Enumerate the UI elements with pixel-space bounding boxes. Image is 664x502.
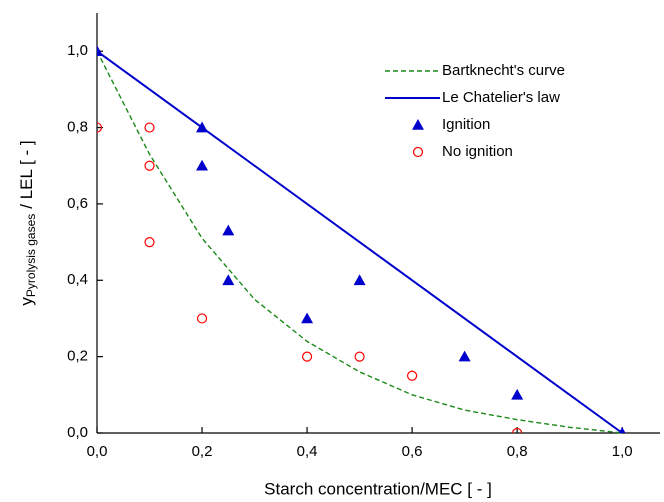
y-tick-label: 0,8: [67, 119, 88, 136]
ignition-marker: [511, 388, 524, 400]
legend-label: Bartknecht's curve: [442, 62, 565, 79]
x-tick-label: 0,6: [402, 443, 423, 460]
y-tick-label: 0,2: [67, 348, 88, 365]
y-tick-label: 0,4: [67, 271, 88, 288]
legend-swatch: [412, 146, 424, 158]
x-axis-label: Starch concentration/MEC [ - ]: [264, 479, 492, 498]
ignition-marker: [353, 274, 366, 286]
no-ignition-marker: [196, 313, 208, 324]
x-tick-label: 0,4: [297, 443, 318, 460]
no-ignition-marker: [407, 370, 418, 381]
y-label-suffix: / LEL [ - ]: [17, 140, 36, 208]
ignition-marker: [222, 224, 235, 236]
x-tick-label: 0,0: [87, 443, 108, 460]
y-tick-label: 1,0: [67, 42, 88, 59]
no-ignition-marker: [301, 351, 313, 362]
no-ignition-marker: [144, 160, 155, 171]
no-ignition-marker: [144, 236, 155, 248]
y-tick-label: 0,0: [67, 424, 88, 441]
ignition-marker: [618, 427, 626, 433]
y-tick-label: 0,6: [67, 195, 88, 212]
ignition-marker: [458, 350, 471, 362]
y-label-subscript: Pyrolysis gases: [24, 214, 38, 297]
no-ignition-marker: [354, 351, 365, 362]
ignition-marker: [196, 121, 209, 133]
legend-label: Le Chatelier's law: [442, 89, 560, 106]
legend-label: Ignition: [442, 116, 490, 133]
ignition-marker: [196, 159, 209, 171]
no-ignition-marker: [144, 122, 155, 133]
ignition-marker: [301, 312, 314, 324]
legend-label: No ignition: [442, 143, 513, 160]
x-tick-label: 0,8: [507, 443, 528, 460]
no-ignition-marker: [512, 427, 523, 433]
ignition-marker: [222, 274, 235, 286]
y-label-main: y: [17, 297, 36, 306]
no-ignition-marker: [97, 122, 103, 133]
x-tick-label: 1,0: [612, 443, 633, 460]
x-tick-label: 0,2: [192, 443, 213, 460]
y-axis-label: yPyrolysis gases / LEL [ - ]: [17, 140, 38, 305]
legend-swatch: [412, 119, 424, 130]
series-line: [96, 50, 623, 434]
ignition-marker: [97, 45, 103, 56]
